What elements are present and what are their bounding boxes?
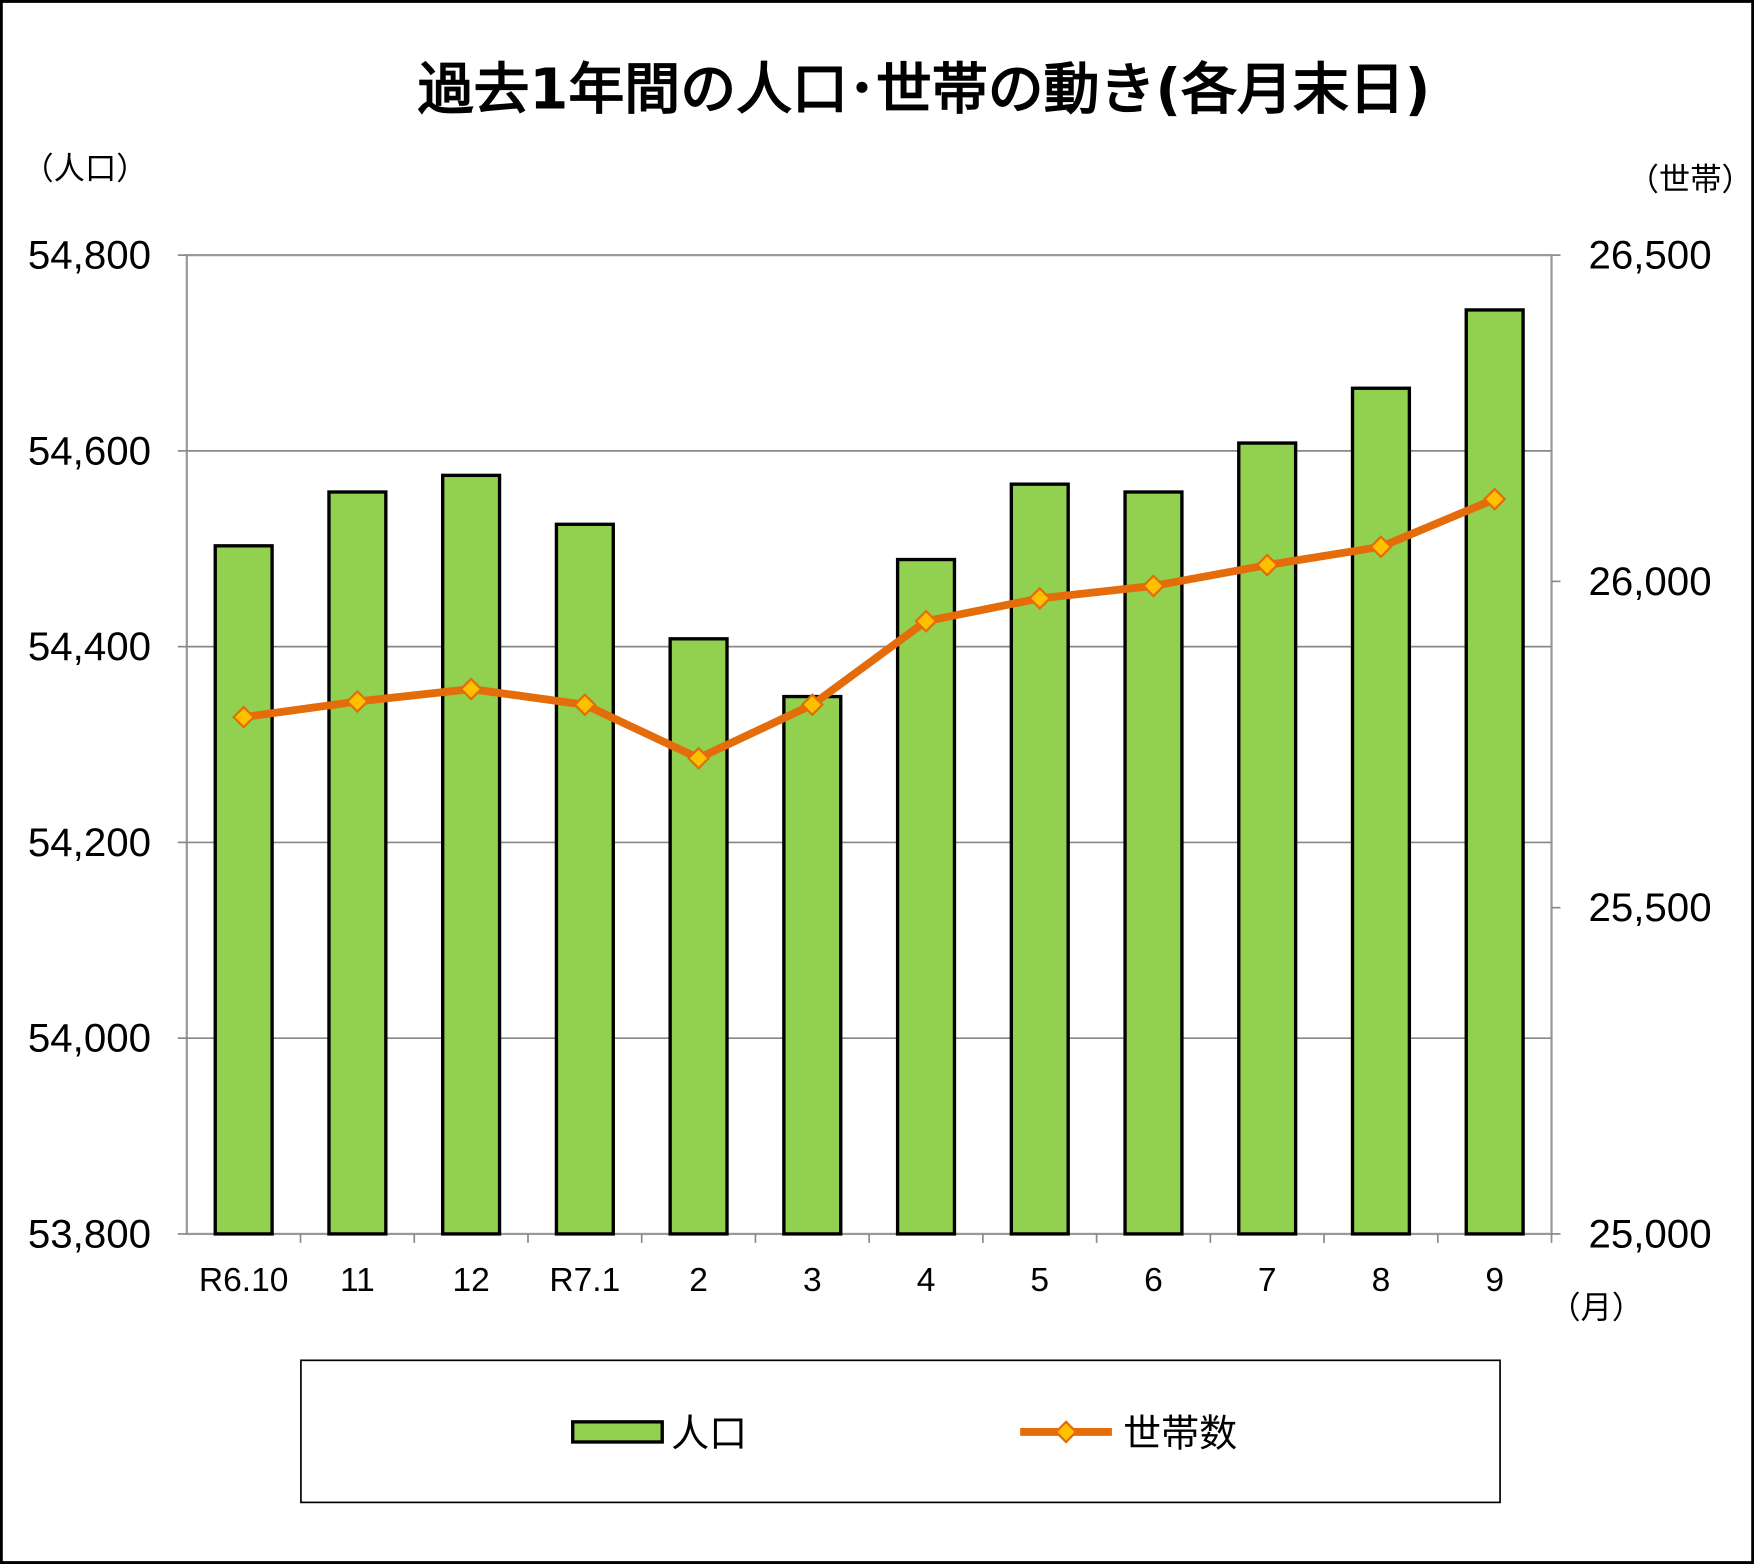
households-marker (1028, 586, 1052, 611)
left-axis-unit: （人口） (22, 151, 147, 187)
households-marker (232, 705, 256, 729)
households-marker (1369, 535, 1393, 559)
population-bar (554, 522, 615, 1236)
households-marker (800, 693, 824, 717)
right-axis-tick-label: 26,000 (1588, 559, 1711, 604)
plot-area (185, 254, 1553, 1236)
x-axis-tick-label: 3 (803, 1262, 822, 1299)
x-axis-tick-label: R7.1 (549, 1262, 620, 1299)
population-bar (1123, 490, 1184, 1236)
population-bar (1350, 386, 1412, 1236)
x-axis-tick-label: 4 (917, 1262, 936, 1299)
households-marker (686, 746, 711, 770)
x-axis-tick-label: 2 (689, 1262, 708, 1299)
x-axis-tick-label: 11 (340, 1262, 375, 1299)
legend-bar-swatch (571, 1420, 664, 1444)
left-axis-tick-label: 54,400 (28, 624, 151, 669)
left-axis-tick-label: 54,800 (28, 233, 151, 278)
x-axis-tick-label: 12 (452, 1262, 489, 1299)
x-axis-tick-label: 7 (1258, 1262, 1277, 1299)
households-marker (459, 677, 483, 701)
households-marker (914, 609, 938, 633)
households-line (243, 495, 1497, 763)
population-bar (895, 557, 957, 1236)
right-axis-tick-label: 25,500 (1588, 885, 1711, 930)
households-marker (1255, 553, 1279, 577)
left-axis-tick-label: 54,200 (28, 820, 151, 865)
right-axis-unit: （世帯） (1628, 162, 1753, 198)
x-axis-tick-label: 5 (1030, 1262, 1049, 1299)
population-bar (213, 544, 274, 1236)
population-bar (668, 637, 729, 1236)
population-bar (327, 490, 388, 1236)
right-axis-tick-label: 26,500 (1588, 233, 1711, 278)
households-marker (1141, 574, 1166, 598)
population-bar (1464, 308, 1525, 1236)
households-marker (573, 693, 597, 717)
legend-label-population: 人口 (671, 1411, 747, 1455)
x-axis-tick-label: R6.10 (199, 1262, 289, 1299)
households-marker (1483, 487, 1507, 511)
legend (300, 1359, 1501, 1504)
households-marker (345, 689, 370, 714)
left-axis-tick-label: 53,800 (28, 1211, 151, 1256)
x-axis-tick-label: 8 (1372, 1262, 1391, 1299)
left-axis-tick-label: 54,600 (28, 428, 151, 473)
legend-label-households: 世帯数 (1123, 1411, 1237, 1455)
left-axis-tick-label: 54,000 (28, 1016, 151, 1061)
population-bar (441, 473, 502, 1236)
x-axis-tick-label: 6 (1144, 1262, 1163, 1299)
population-bar (782, 694, 843, 1236)
x-axis-tick-label: 9 (1485, 1262, 1504, 1299)
x-axis-unit: （月） (1549, 1290, 1643, 1326)
chart-title: 過去1年間の人口･世帯の動き(各月末日) (418, 58, 1431, 123)
legend-line-marker (1054, 1420, 1078, 1444)
right-axis-tick-label: 25,000 (1588, 1211, 1711, 1256)
